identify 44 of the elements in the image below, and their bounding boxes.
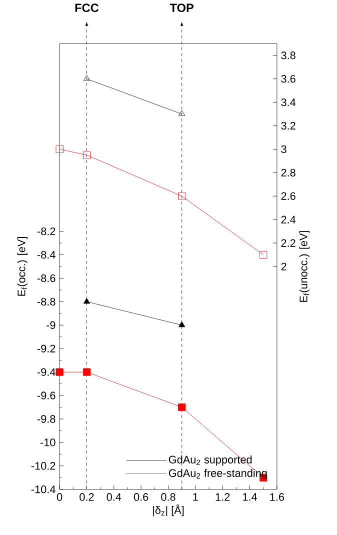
x-tick-label: 0.6 — [134, 493, 148, 501]
y-tick-label: -9.8 — [37, 415, 56, 423]
point — [56, 368, 64, 376]
x-tick-label: 1.6 — [270, 493, 284, 501]
y-tick-label: -8.2 — [37, 227, 55, 236]
y-tick-label: -8.8 — [37, 298, 56, 306]
y-tick-label: -8.4 — [37, 250, 56, 259]
x-tick-label: 1 — [192, 493, 198, 501]
y2-tick-label: 2.2 — [281, 239, 296, 247]
point — [82, 151, 90, 159]
point — [259, 250, 267, 259]
ref-line-label: FCC — [75, 4, 98, 12]
y-tick-label: -10 — [40, 438, 56, 446]
y2-tick-label: 2.4 — [281, 216, 296, 224]
y-tick-label: -9.6 — [37, 392, 56, 400]
y2-tick-label: 3.2 — [280, 122, 296, 130]
ref-line-label: TOP — [170, 4, 194, 12]
x-axis-title: |δ$_{z}$| [Å] — [152, 504, 184, 516]
y2-axis-title: E$_{f}$(unocc.) [eV] — [299, 231, 310, 302]
y-tick-label: -8.6 — [37, 274, 56, 282]
point — [178, 403, 186, 412]
x-tick-label: 0.8 — [160, 493, 176, 501]
y2-tick-label: 3 — [280, 145, 286, 154]
point — [56, 145, 64, 153]
x-tick-label: 0 — [56, 493, 62, 501]
x-tick-label: 1.2 — [216, 493, 230, 501]
legend-label: GdAu$_{2}$ supported — [168, 456, 252, 466]
x-tick-label: 0.4 — [106, 493, 121, 501]
y-axis-title: E$_{f}$(occ.) [eV] — [17, 237, 28, 296]
y2-tick-label: 2.6 — [281, 192, 296, 200]
y2-tick-label: 2.8 — [281, 168, 296, 177]
y-tick-label: -10.4 — [31, 485, 56, 494]
y2-tick-label: 2 — [281, 262, 286, 270]
y-tick-label: -9.2 — [37, 344, 55, 352]
point — [82, 368, 90, 376]
y2-tick-label: 3.4 — [280, 98, 296, 106]
x-tick-label: 1.4 — [242, 493, 257, 501]
point — [178, 192, 186, 200]
y2-tick-label: 3.6 — [280, 74, 296, 83]
y-tick-label: -9.4 — [37, 368, 56, 376]
y-tick-label: -10.2 — [31, 462, 55, 470]
y2-tick-label: 3.8 — [280, 52, 296, 60]
x-tick-label: 0.2 — [79, 493, 94, 501]
y-tick-label: -9 — [46, 321, 55, 329]
